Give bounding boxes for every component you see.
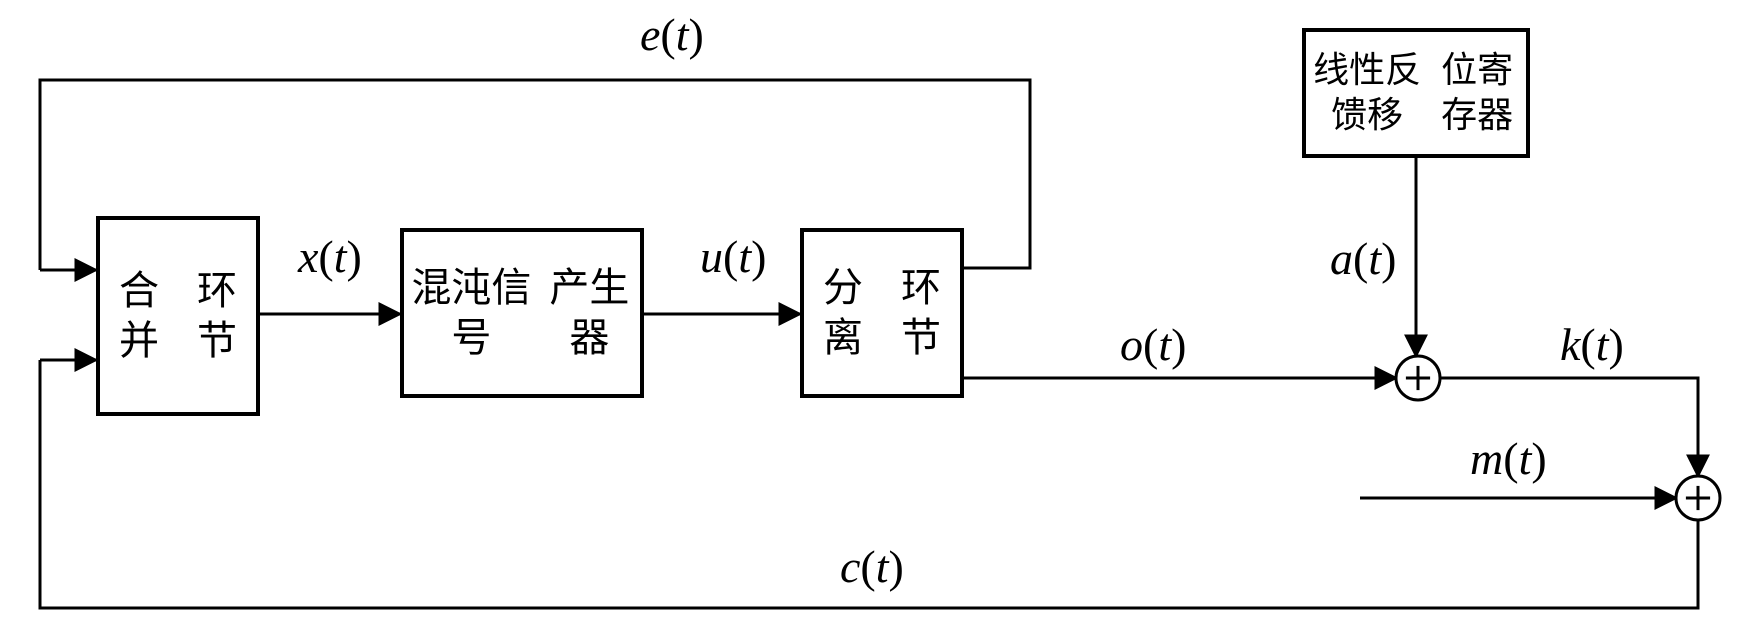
diagram-canvas: 合并环节 混沌信号产生器 分离环节 线性反馈移位寄存器 e(t) x(t) u(… [0, 0, 1753, 641]
merge-block: 合并环节 [96, 216, 260, 416]
signal-label-o: o(t) [1120, 318, 1186, 371]
signal-label-k: k(t) [1560, 318, 1624, 371]
signal-label-e: e(t) [640, 8, 704, 61]
split-block: 分离环节 [800, 228, 964, 398]
signal-label-c: c(t) [840, 540, 904, 593]
signal-label-m: m(t) [1470, 432, 1547, 485]
lfsr-block: 线性反馈移位寄存器 [1302, 28, 1530, 158]
signal-label-a: a(t) [1330, 232, 1396, 285]
chaos-generator-block: 混沌信号产生器 [400, 228, 644, 398]
signal-label-u: u(t) [700, 230, 766, 283]
signal-label-x: x(t) [298, 230, 362, 283]
